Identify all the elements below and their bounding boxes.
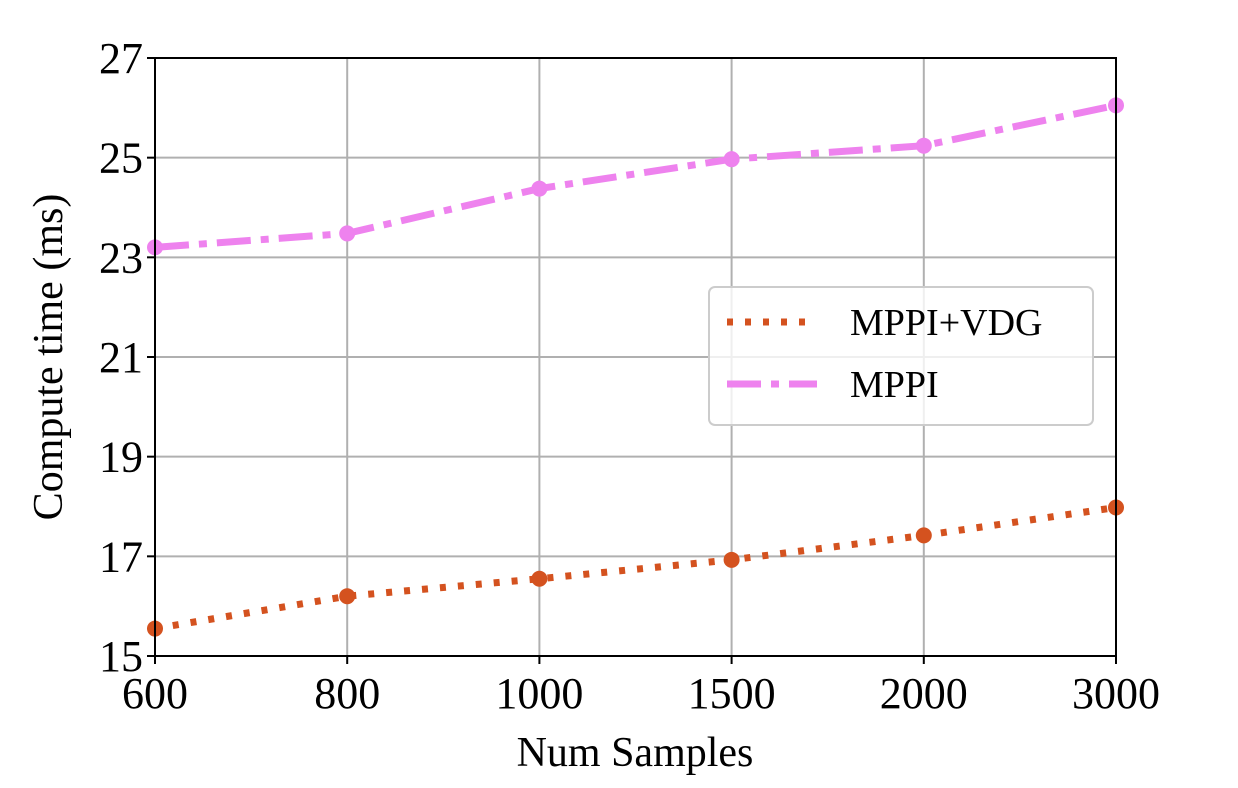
y-tick-label: 19 [99,433,143,482]
data-point-mppi [723,151,740,168]
data-point-mppi [339,225,356,242]
data-point-mppi-vdg [723,551,740,568]
x-tick-label: 600 [122,669,188,718]
legend-label-mppi: MPPI [850,364,939,406]
data-point-mppi [915,137,932,154]
x-tick-label: 1000 [495,669,583,718]
y-tick-label: 23 [99,233,143,282]
data-point-mppi-vdg [339,588,356,605]
data-point-mppi-vdg [531,570,548,587]
x-axis-label: Num Samples [517,730,754,776]
y-tick-label: 25 [99,134,143,183]
y-tick-label: 27 [99,34,143,83]
y-axis-label: Compute time (ms) [26,194,72,521]
legend: MPPI+VDG MPPI [708,286,1094,426]
y-tick-label: 17 [99,532,143,581]
data-point-mppi-vdg [915,527,932,544]
legend-label-mppi-vdg: MPPI+VDG [850,302,1042,344]
x-tick-label: 3000 [1072,669,1160,718]
x-tick-label: 800 [314,669,380,718]
y-tick-label: 21 [99,333,143,382]
x-tick-label: 1500 [688,669,776,718]
y-tick-label: 15 [99,632,143,681]
series-line-mppi-vdg [154,504,1117,633]
series-line-mppi [154,101,1117,251]
x-tick-label: 2000 [880,669,968,718]
tick-layer: 600 800 1000 1500 2000 3000 15 17 19 21 23 25 27 [99,34,1160,718]
data-point-mppi [531,180,548,197]
